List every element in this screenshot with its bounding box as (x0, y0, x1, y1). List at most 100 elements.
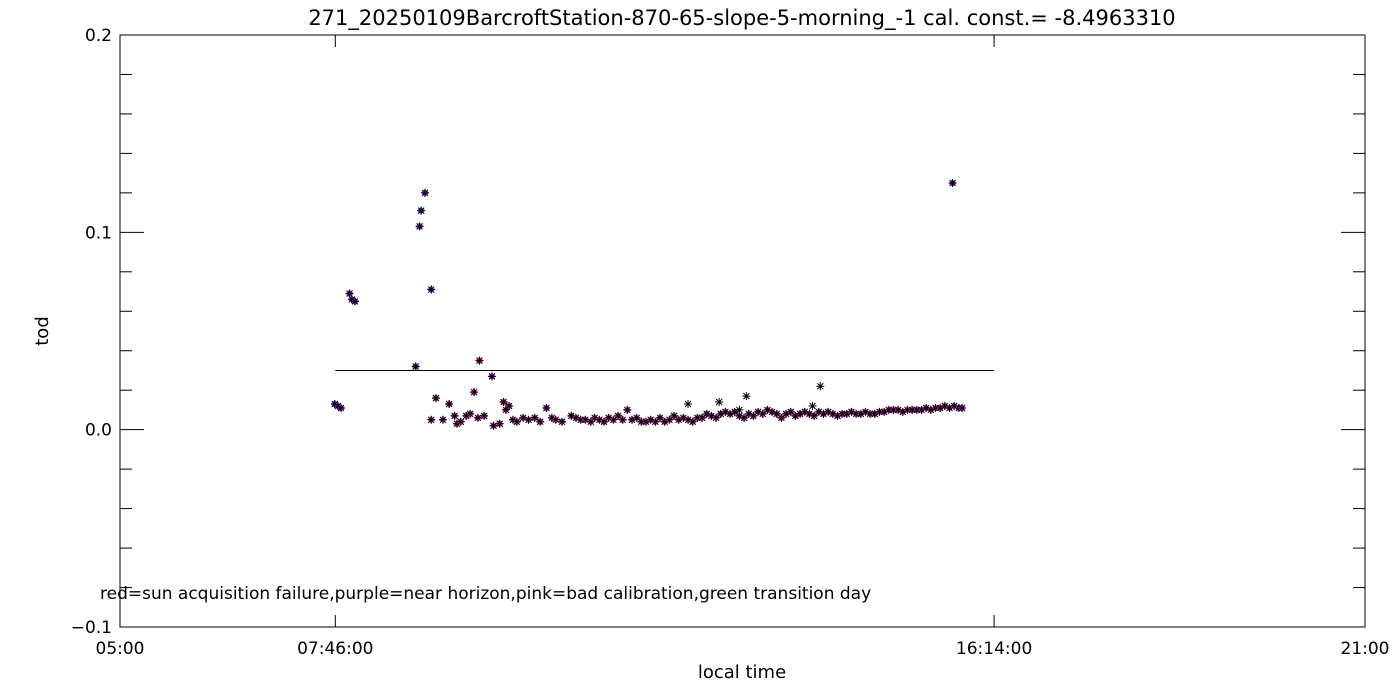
point-asterisk (730, 407, 739, 416)
data-points (330, 179, 966, 430)
data-point (350, 297, 359, 306)
point-asterisk (466, 409, 475, 418)
point-asterisk (828, 409, 837, 418)
data-point (512, 417, 521, 426)
data-point (450, 411, 459, 420)
data-point (495, 419, 504, 428)
point-asterisk (922, 403, 931, 412)
data-point (427, 415, 436, 424)
point-asterisk (599, 417, 608, 426)
data-point (530, 413, 539, 422)
data-point (431, 394, 440, 403)
point-asterisk (758, 409, 767, 418)
data-point (415, 222, 424, 231)
point-asterisk (847, 407, 856, 416)
data-point (749, 411, 758, 420)
point-asterisk (782, 409, 791, 418)
point-asterisk (462, 411, 471, 420)
point-asterisk (740, 413, 749, 422)
data-point (772, 409, 781, 418)
point-asterisk (842, 409, 851, 418)
point-asterisk (604, 413, 613, 422)
point-asterisk (950, 401, 959, 410)
data-point (742, 392, 751, 401)
data-point (438, 415, 447, 424)
data-point (810, 411, 819, 420)
point-asterisk (508, 415, 517, 424)
point-asterisk (688, 417, 697, 426)
point-asterisk (524, 415, 533, 424)
data-point (499, 398, 508, 407)
point-asterisk (693, 413, 702, 422)
data-point (421, 188, 430, 197)
point-asterisk (330, 400, 339, 409)
point-asterisk (660, 417, 669, 426)
point-asterisk (684, 415, 693, 424)
data-point (816, 382, 825, 391)
data-point (735, 405, 744, 414)
point-asterisk (816, 382, 825, 391)
data-point (551, 415, 560, 424)
point-asterisk (957, 403, 966, 412)
point-asterisk (637, 417, 646, 426)
point-asterisk (536, 417, 545, 426)
point-asterisk (417, 206, 426, 215)
point-asterisk (452, 419, 461, 428)
axis-ticks (119, 34, 1366, 628)
point-asterisk (898, 407, 907, 416)
point-asterisk (744, 409, 753, 418)
point-asterisk (754, 407, 763, 416)
point-asterisk (530, 413, 539, 422)
point-asterisk (889, 405, 898, 414)
point-asterisk (499, 398, 508, 407)
data-point (740, 413, 749, 422)
point-asterisk (870, 409, 879, 418)
point-asterisk (903, 405, 912, 414)
data-point (715, 398, 724, 407)
point-asterisk (684, 400, 693, 409)
point-asterisk (411, 362, 420, 371)
point-asterisk (742, 392, 751, 401)
point-asterisk (576, 415, 585, 424)
point-asterisk (786, 407, 795, 416)
data-point (670, 411, 679, 420)
point-asterisk (480, 411, 489, 420)
point-asterisk (623, 405, 632, 414)
point-asterisk (470, 388, 479, 397)
point-asterisk (763, 405, 772, 414)
point-asterisk (519, 413, 528, 422)
point-asterisk (646, 415, 655, 424)
point-asterisk (880, 407, 889, 416)
point-asterisk (665, 415, 674, 424)
point-asterisk (415, 222, 424, 231)
point-asterisk (542, 403, 551, 412)
data-point (651, 417, 660, 426)
y-axis-label: tod (32, 316, 53, 346)
data-point (417, 206, 426, 215)
point-asterisk (489, 421, 498, 430)
data-point (665, 415, 674, 424)
x-tick-label: 05:00 (96, 639, 145, 659)
point-asterisk (908, 405, 917, 414)
point-asterisk (945, 403, 954, 412)
point-asterisk (571, 413, 580, 422)
data-point (808, 401, 817, 410)
point-asterisk (791, 411, 800, 420)
data-point (786, 407, 795, 416)
point-asterisk (735, 411, 744, 420)
data-point (480, 411, 489, 420)
data-point (712, 413, 721, 422)
point-asterisk (547, 413, 556, 422)
point-asterisk (487, 372, 496, 381)
point-asterisk (475, 356, 484, 365)
point-asterisk (445, 400, 454, 409)
data-point (473, 413, 482, 422)
point-asterisk (894, 405, 903, 414)
data-point (777, 413, 786, 422)
data-point (948, 179, 957, 187)
point-asterisk (824, 407, 833, 416)
point-asterisk (712, 413, 721, 422)
point-asterisk (856, 409, 865, 418)
point-asterisk (595, 415, 604, 424)
